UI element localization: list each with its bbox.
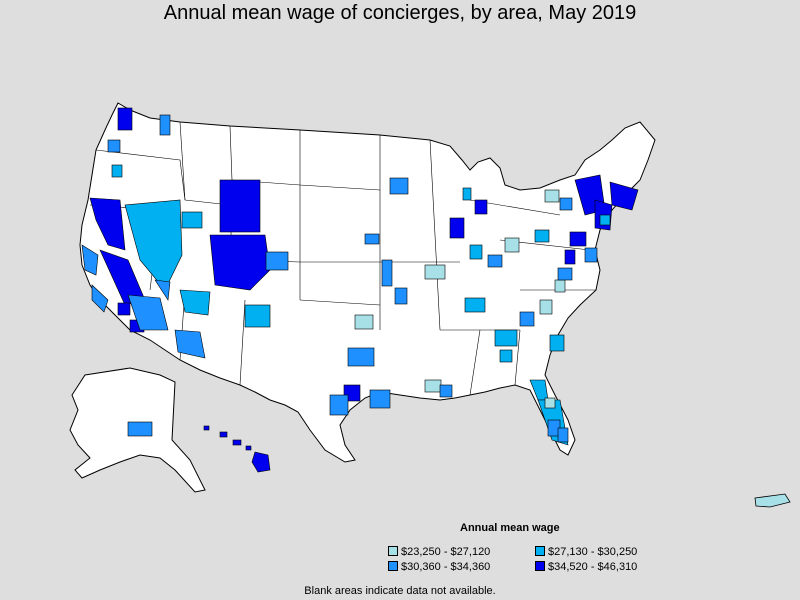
legend-label-3: $30,360 - $34,360 xyxy=(401,561,491,573)
legend-item-4: $34,520 - $46,310 xyxy=(535,561,637,573)
legend-title: Annual mean wage xyxy=(460,522,560,534)
legend-label-2: $27,130 - $30,250 xyxy=(548,546,638,558)
wage-areas xyxy=(81,107,639,446)
legend-swatch-3 xyxy=(388,561,398,571)
legend-label-1: $23,250 - $27,120 xyxy=(401,546,491,558)
hawaii xyxy=(203,425,271,473)
puerto-rico xyxy=(754,493,791,508)
alaska-metro-area xyxy=(127,421,153,437)
legend-swatch-1 xyxy=(388,546,398,556)
legend-item-3: $30,360 - $34,360 xyxy=(388,561,490,573)
legend-item-2: $27,130 - $30,250 xyxy=(535,546,637,558)
legend-swatch-4 xyxy=(535,561,545,571)
legend-swatch-2 xyxy=(535,546,545,556)
footnote: Blank areas indicate data not available. xyxy=(304,585,496,597)
map-title: Annual mean wage of concierges, by area,… xyxy=(163,2,637,24)
legend-label-4: $34,520 - $46,310 xyxy=(548,561,638,573)
legend-item-1: $23,250 - $27,120 xyxy=(388,546,490,558)
